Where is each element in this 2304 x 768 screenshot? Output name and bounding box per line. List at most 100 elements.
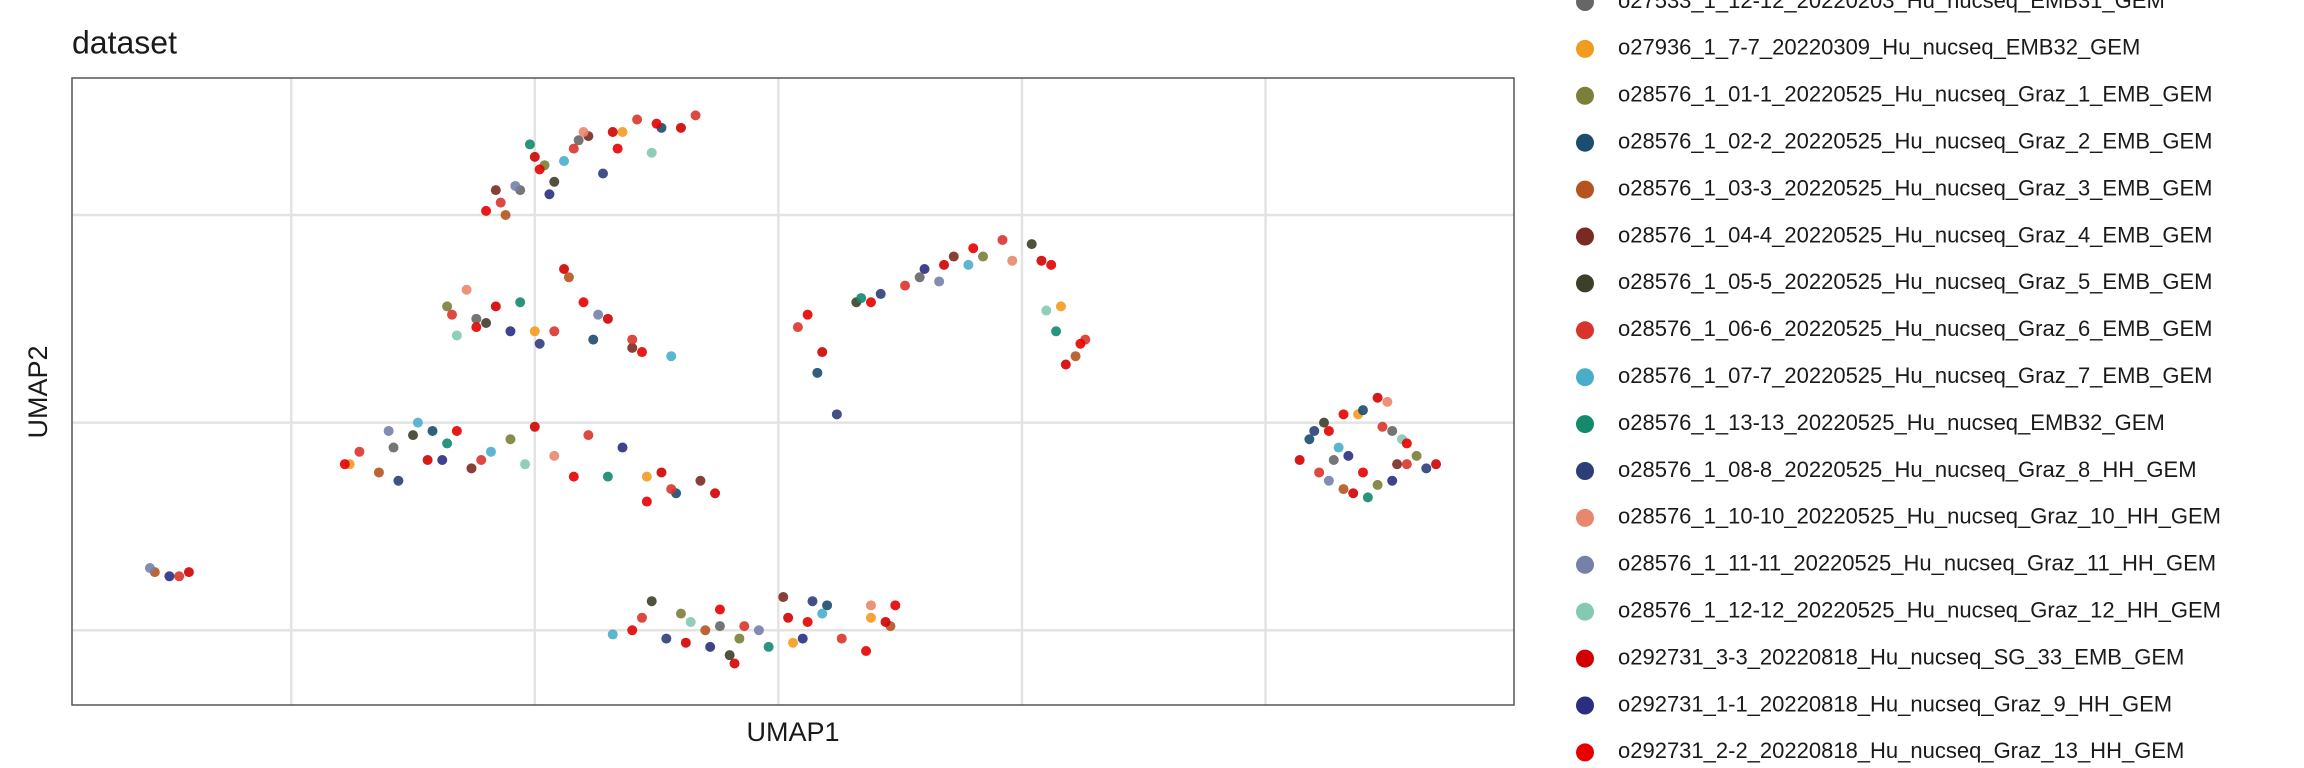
point [739, 621, 750, 632]
point [490, 301, 501, 312]
point [997, 234, 1008, 245]
point [442, 301, 453, 312]
legend-label: o28576_1_12-12_20220525_Hu_nucseq_Graz_1… [1618, 598, 2221, 623]
y-axis-label: UMAP2 [23, 345, 53, 438]
point [865, 612, 876, 623]
point [471, 313, 482, 324]
legend-marker [1576, 368, 1594, 387]
point [1055, 301, 1066, 312]
point [705, 641, 716, 652]
point [617, 126, 628, 137]
point [763, 641, 774, 652]
point [602, 313, 613, 324]
point [1357, 467, 1368, 478]
point [627, 625, 638, 636]
point [505, 326, 516, 337]
legend-marker [1576, 227, 1594, 246]
point [1377, 421, 1388, 432]
legend-label: o27533_1_12-12_20220203_Hu_nucseq_EMB31_… [1618, 0, 2165, 13]
point [442, 438, 453, 449]
point [948, 251, 959, 262]
point [968, 243, 979, 254]
point [617, 442, 628, 453]
point [451, 425, 462, 436]
point [534, 164, 545, 175]
legend-label: o292731_2-2_20220818_Hu_nucseq_Graz_13_H… [1618, 738, 2184, 763]
point [524, 139, 535, 150]
legend-marker [1576, 555, 1594, 574]
point [685, 616, 696, 627]
point [646, 147, 657, 158]
point [914, 272, 925, 283]
point [408, 430, 419, 441]
point [753, 625, 764, 636]
point [598, 168, 609, 179]
point [661, 633, 672, 644]
point [1357, 405, 1368, 416]
point [520, 459, 531, 470]
point [1401, 459, 1412, 470]
point [792, 322, 803, 333]
point [505, 434, 516, 445]
point [729, 658, 740, 669]
point [1046, 259, 1057, 270]
legend-marker [1576, 0, 1594, 11]
point [822, 600, 833, 611]
point [890, 600, 901, 611]
point [700, 625, 711, 636]
point [568, 471, 579, 482]
legend-label: o292731_3-3_20220818_Hu_nucseq_SG_33_EMB… [1618, 644, 2184, 669]
point [446, 309, 457, 320]
point [1338, 484, 1349, 495]
legend-marker [1576, 86, 1594, 105]
point [578, 297, 589, 308]
legend-marker [1576, 602, 1594, 621]
point [412, 417, 423, 428]
point [471, 322, 482, 333]
legend-label: o28576_1_07-7_20220525_Hu_nucseq_Graz_7_… [1618, 363, 2212, 388]
legend-label: o28576_1_02-2_20220525_Hu_nucseq_Graz_2_… [1618, 129, 2212, 154]
point [583, 430, 594, 441]
point [900, 280, 911, 291]
point [865, 600, 876, 611]
point [1333, 442, 1344, 453]
legend-marker [1576, 462, 1594, 480]
point [549, 176, 560, 187]
point [1387, 425, 1398, 436]
legend-marker [1576, 133, 1594, 152]
point [934, 276, 945, 287]
point [578, 126, 589, 137]
legend-marker [1576, 649, 1594, 668]
point [593, 309, 604, 320]
point [510, 180, 521, 191]
legend-label: o28576_1_06-6_20220525_Hu_nucseq_Graz_6_… [1618, 316, 2212, 341]
point [802, 309, 813, 320]
point [529, 421, 540, 432]
point [651, 118, 662, 129]
legend-marker [1576, 415, 1594, 434]
point [646, 596, 657, 607]
point [714, 621, 725, 632]
legend-label: o28576_1_01-1_20220525_Hu_nucseq_Graz_1_… [1618, 82, 2212, 107]
point [1075, 338, 1086, 349]
point [544, 189, 555, 200]
point [1411, 450, 1422, 461]
point [690, 110, 701, 121]
point [1387, 475, 1398, 486]
point [1294, 455, 1305, 466]
point [963, 259, 974, 270]
point [817, 608, 828, 619]
x-axis-label: UMAP1 [746, 717, 839, 747]
point [354, 446, 365, 457]
point [1051, 326, 1062, 337]
point [1041, 305, 1052, 316]
point [1431, 459, 1442, 470]
point [1421, 463, 1432, 474]
legend-marker [1576, 180, 1594, 199]
point [393, 475, 404, 486]
legend-label: o28576_1_11-11_20220525_Hu_nucseq_Graz_1… [1618, 551, 2216, 576]
point [836, 633, 847, 644]
point [1338, 409, 1349, 420]
chart-title: dataset [72, 24, 177, 60]
